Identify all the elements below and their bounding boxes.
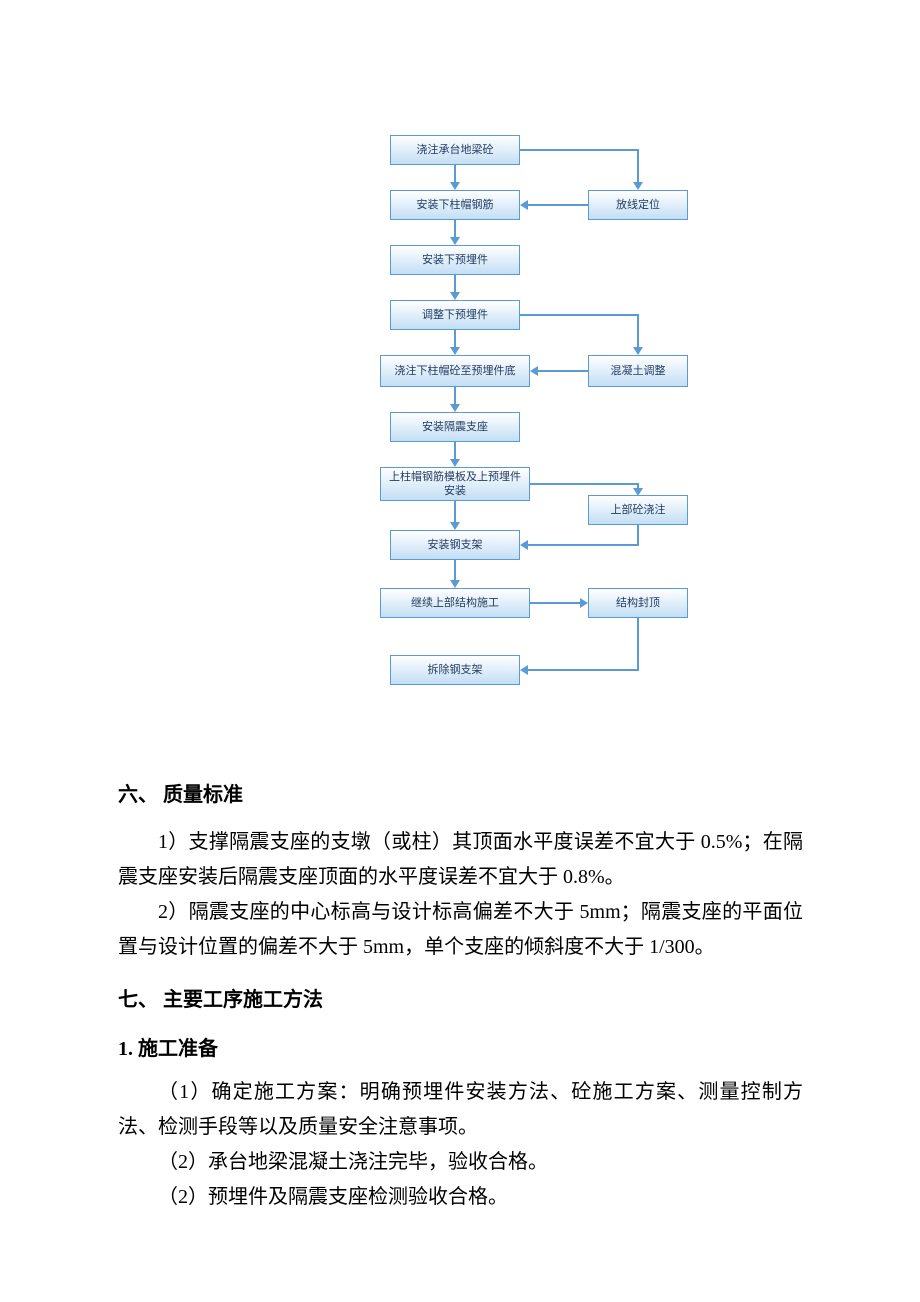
edge-line — [454, 220, 456, 237]
flow-node-14: 拆除钢支架 — [390, 655, 520, 685]
edge-line — [538, 370, 588, 372]
arrow-icon — [520, 200, 528, 210]
edge-line — [637, 149, 639, 182]
flow-node-12: 继续上部结构施工 — [380, 588, 530, 618]
flow-node-13: 结构封顶 — [588, 588, 688, 618]
arrow-icon — [530, 366, 538, 376]
edge-line — [454, 387, 456, 404]
edge-line — [528, 544, 639, 546]
edge-line — [454, 330, 456, 347]
heading-six: 六、 质量标准 — [118, 778, 803, 807]
edge-line — [637, 525, 639, 544]
flow-node-3: 放线定位 — [588, 190, 688, 220]
edge-line — [528, 669, 639, 671]
flow-node-8: 安装隔震支座 — [390, 412, 520, 442]
arrow-icon — [633, 182, 643, 190]
flow-node-4: 安装下预埋件 — [390, 245, 520, 275]
edge-line — [454, 560, 456, 580]
edge-line — [530, 483, 638, 485]
arrow-icon — [450, 182, 460, 190]
edge-line — [520, 314, 638, 316]
edge-line — [530, 602, 580, 604]
arrow-icon — [450, 522, 460, 530]
flowchart-container: 浇注承台地梁砼 安装下柱帽钢筋 放线定位 安装下预埋件 调整下预埋件 浇注下柱帽… — [380, 130, 800, 690]
heading-seven: 七、 主要工序施工方法 — [118, 983, 803, 1012]
flow-node-10: 上部砼浇注 — [588, 495, 688, 525]
paragraph-text: 1）支撑隔震支座的支墩（或柱）其顶面水平度误差不宜大于 0.5%；在隔震支座安装… — [118, 825, 803, 895]
paragraph-text: 2）隔震支座的中心标高与设计标高偏差不大于 5mm；隔震支座的平面位置与设计位置… — [118, 895, 803, 965]
arrow-icon — [580, 598, 588, 608]
edge-line — [637, 618, 639, 669]
paragraph-text: （1）确定施工方案：明确预埋件安装方法、砼施工方案、测量控制方法、检测手段等以及… — [118, 1075, 803, 1145]
flow-node-9: 上柱帽钢筋模板及上预埋件安装 — [380, 467, 530, 501]
arrow-icon — [633, 347, 643, 355]
flow-node-11: 安装钢支架 — [390, 530, 520, 560]
edge-line — [454, 501, 456, 522]
edge-line — [454, 275, 456, 292]
flow-node-5: 调整下预埋件 — [390, 300, 520, 330]
edge-line — [528, 204, 588, 206]
edge-line — [520, 149, 638, 151]
arrow-icon — [633, 488, 643, 496]
arrow-icon — [450, 459, 460, 467]
arrow-icon — [450, 292, 460, 300]
arrow-icon — [520, 665, 528, 675]
subheading-one: 1. 施工准备 — [118, 1032, 803, 1061]
arrow-icon — [450, 237, 460, 245]
flow-node-6: 浇注下柱帽砼至预埋件底 — [380, 355, 530, 387]
document-body: 六、 质量标准 1）支撑隔震支座的支墩（或柱）其顶面水平度误差不宜大于 0.5%… — [118, 760, 803, 1215]
arrow-icon — [520, 540, 528, 550]
paragraph-text: （2）承台地梁混凝土浇注完毕，验收合格。 — [118, 1145, 803, 1180]
arrow-icon — [450, 580, 460, 588]
arrow-icon — [450, 347, 460, 355]
paragraph-text: （2）预埋件及隔震支座检测验收合格。 — [118, 1180, 803, 1215]
flow-node-2: 安装下柱帽钢筋 — [390, 190, 520, 220]
flow-node-7: 混凝土调整 — [588, 355, 688, 387]
edge-line — [637, 314, 639, 347]
arrow-icon — [450, 404, 460, 412]
edge-line — [454, 442, 456, 459]
edge-line — [454, 165, 456, 182]
flow-node-1: 浇注承台地梁砼 — [390, 135, 520, 165]
